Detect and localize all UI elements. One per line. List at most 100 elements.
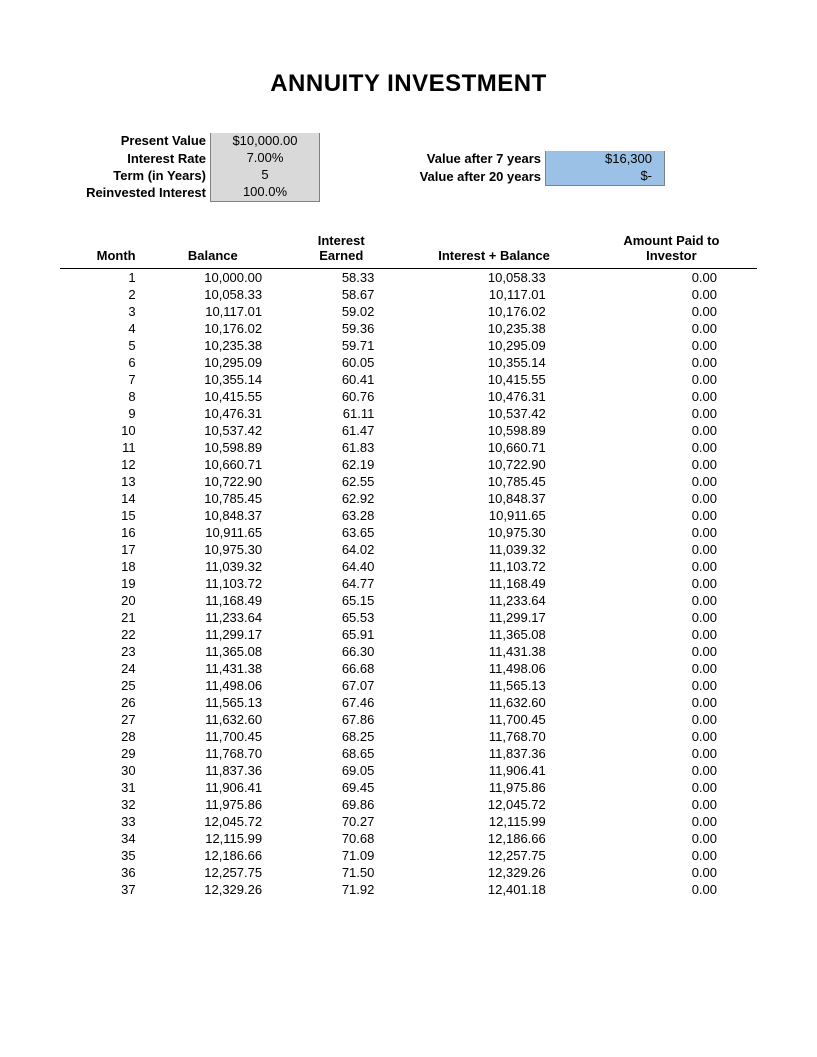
table-cell: 10,415.55 — [402, 371, 585, 388]
col-header-paid: Amount Paid toInvestor — [586, 232, 757, 268]
table-row: 510,235.3859.7110,295.090.00 — [60, 337, 757, 354]
summary-block: Present Value $10,000.00 Interest Rate 7… — [60, 133, 757, 202]
table-cell: 8 — [60, 388, 146, 405]
table-cell: 11,565.13 — [402, 677, 585, 694]
table-row: 1710,975.3064.0211,039.320.00 — [60, 541, 757, 558]
table-row: 710,355.1460.4110,415.550.00 — [60, 371, 757, 388]
value-interest-rate[interactable]: 7.00% — [210, 150, 320, 168]
table-cell: 10,848.37 — [146, 507, 281, 524]
table-cell: 0.00 — [586, 354, 757, 371]
table-cell: 61.83 — [280, 439, 402, 456]
table-cell: 2 — [60, 286, 146, 303]
table-cell: 7 — [60, 371, 146, 388]
table-cell: 19 — [60, 575, 146, 592]
table-cell: 11,431.38 — [402, 643, 585, 660]
table-cell: 12,329.26 — [402, 864, 585, 881]
value-term[interactable]: 5 — [210, 167, 320, 185]
table-cell: 61.47 — [280, 422, 402, 439]
table-cell: 0.00 — [586, 660, 757, 677]
table-cell: 10,476.31 — [402, 388, 585, 405]
table-cell: 0.00 — [586, 830, 757, 847]
table-row: 2011,168.4965.1511,233.640.00 — [60, 592, 757, 609]
table-row: 2811,700.4568.2511,768.700.00 — [60, 728, 757, 745]
table-cell: 12,257.75 — [402, 847, 585, 864]
table-cell: 61.11 — [280, 405, 402, 422]
col-header-interest: InterestEarned — [280, 232, 402, 268]
table-cell: 58.33 — [280, 268, 402, 286]
table-cell: 34 — [60, 830, 146, 847]
table-cell: 0.00 — [586, 388, 757, 405]
table-cell: 12,329.26 — [146, 881, 281, 898]
table-cell: 0.00 — [586, 541, 757, 558]
table-cell: 65.91 — [280, 626, 402, 643]
table-cell: 10,848.37 — [402, 490, 585, 507]
table-cell: 11,431.38 — [146, 660, 281, 677]
table-cell: 70.68 — [280, 830, 402, 847]
label-value-20yr: Value after 20 years — [380, 169, 545, 186]
table-cell: 12 — [60, 456, 146, 473]
table-cell: 11,103.72 — [402, 558, 585, 575]
table-cell: 12,186.66 — [146, 847, 281, 864]
table-cell: 11,299.17 — [402, 609, 585, 626]
table-cell: 10,785.45 — [146, 490, 281, 507]
table-cell: 69.86 — [280, 796, 402, 813]
table-cell: 10,975.30 — [146, 541, 281, 558]
table-cell: 14 — [60, 490, 146, 507]
table-cell: 10,785.45 — [402, 473, 585, 490]
table-body: 110,000.0058.3310,058.330.00210,058.3358… — [60, 268, 757, 898]
table-cell: 28 — [60, 728, 146, 745]
table-row: 2411,431.3866.6811,498.060.00 — [60, 660, 757, 677]
value-present-value[interactable]: $10,000.00 — [210, 133, 320, 151]
table-cell: 11,233.64 — [402, 592, 585, 609]
table-cell: 27 — [60, 711, 146, 728]
table-row: 1510,848.3763.2810,911.650.00 — [60, 507, 757, 524]
col-header-month: Month — [60, 232, 146, 268]
table-cell: 12,186.66 — [402, 830, 585, 847]
table-cell: 0.00 — [586, 371, 757, 388]
table-row: 3312,045.7270.2712,115.990.00 — [60, 813, 757, 830]
table-cell: 11,168.49 — [146, 592, 281, 609]
table-cell: 67.46 — [280, 694, 402, 711]
table-cell: 10,660.71 — [402, 439, 585, 456]
value-reinvested[interactable]: 100.0% — [210, 184, 320, 202]
table-cell: 10,355.14 — [402, 354, 585, 371]
table-cell: 63.65 — [280, 524, 402, 541]
table-cell: 11,768.70 — [402, 728, 585, 745]
table-cell: 64.40 — [280, 558, 402, 575]
table-cell: 64.77 — [280, 575, 402, 592]
table-cell: 0.00 — [586, 864, 757, 881]
table-cell: 11,906.41 — [402, 762, 585, 779]
table-cell: 13 — [60, 473, 146, 490]
value-7yr: $16,300 — [545, 151, 665, 169]
table-cell: 11,632.60 — [402, 694, 585, 711]
table-row: 3011,837.3669.0511,906.410.00 — [60, 762, 757, 779]
table-row: 110,000.0058.3310,058.330.00 — [60, 268, 757, 286]
table-cell: 11,299.17 — [146, 626, 281, 643]
table-cell: 68.65 — [280, 745, 402, 762]
table-cell: 59.36 — [280, 320, 402, 337]
table-row: 610,295.0960.0510,355.140.00 — [60, 354, 757, 371]
table-cell: 10,295.09 — [146, 354, 281, 371]
table-cell: 22 — [60, 626, 146, 643]
table-row: 2311,365.0866.3011,431.380.00 — [60, 643, 757, 660]
label-interest-rate: Interest Rate — [60, 151, 210, 168]
table-cell: 0.00 — [586, 422, 757, 439]
table-cell: 10,058.33 — [146, 286, 281, 303]
table-cell: 11,365.08 — [146, 643, 281, 660]
table-cell: 10,295.09 — [402, 337, 585, 354]
table-cell: 29 — [60, 745, 146, 762]
table-cell: 65.53 — [280, 609, 402, 626]
table-cell: 60.05 — [280, 354, 402, 371]
table-row: 2911,768.7068.6511,837.360.00 — [60, 745, 757, 762]
label-value-7yr: Value after 7 years — [380, 151, 545, 169]
summary-right: Value after 7 years $16,300 Value after … — [380, 151, 665, 202]
page-title: ANNUITY INVESTMENT — [60, 70, 757, 98]
table-row: 1811,039.3264.4011,103.720.00 — [60, 558, 757, 575]
table-cell: 63.28 — [280, 507, 402, 524]
table-cell: 0.00 — [586, 268, 757, 286]
table-cell: 10,911.65 — [402, 507, 585, 524]
table-cell: 11,233.64 — [146, 609, 281, 626]
table-cell: 71.09 — [280, 847, 402, 864]
table-cell: 10,722.90 — [402, 456, 585, 473]
table-cell: 0.00 — [586, 745, 757, 762]
